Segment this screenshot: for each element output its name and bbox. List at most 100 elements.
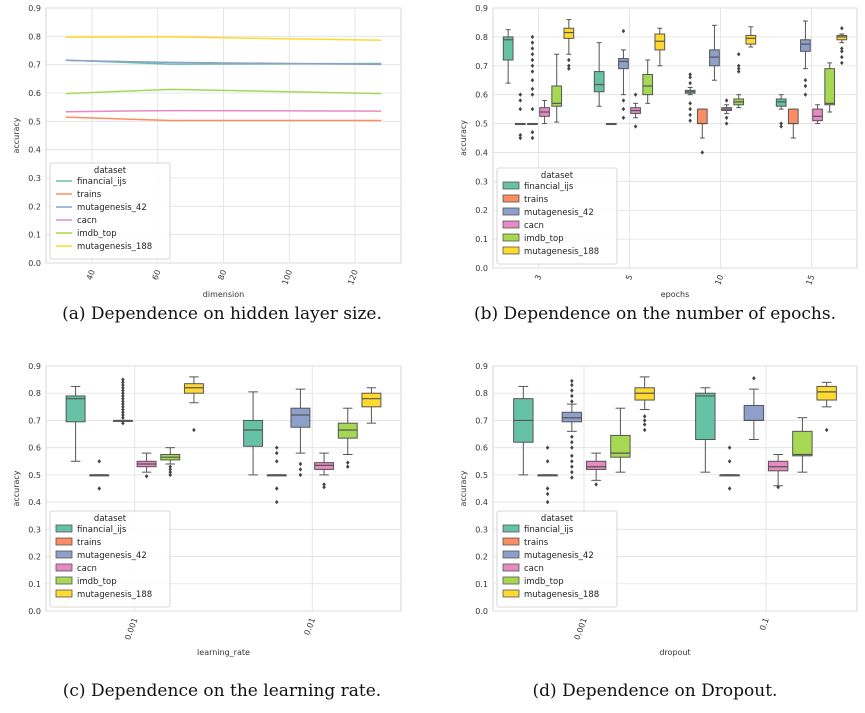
- panel-caption: (c) Dependence on the learning rate.: [63, 681, 381, 701]
- outlier-point: [779, 121, 783, 126]
- box-trains: [537, 445, 558, 505]
- box-financial-ijs: [513, 385, 534, 476]
- outlier-point: [322, 482, 326, 487]
- x-tick-label: 40: [85, 269, 97, 282]
- outlier-point: [803, 92, 808, 97]
- outlier-point: [274, 445, 279, 450]
- box-trains: [89, 459, 110, 491]
- outlier-point: [530, 40, 535, 45]
- y-axis-label: accuracy: [459, 120, 468, 156]
- outlier-point: [570, 393, 574, 399]
- box-body: [816, 385, 837, 401]
- legend-entry-cacn: cacn: [524, 564, 544, 574]
- legend-swatch: [502, 576, 520, 585]
- box-imdb-top: [551, 53, 563, 123]
- outlier-point: [530, 46, 535, 51]
- outlier-point: [121, 412, 125, 418]
- x-tick-label: 10: [713, 274, 725, 287]
- box-body: [654, 33, 666, 51]
- x-tick-label: 0.001: [123, 617, 139, 642]
- box-trains: [605, 122, 617, 126]
- legend-entry-mutagenesis-42: mutagenesis_42: [524, 551, 594, 561]
- legend-entry-imdb-top: imdb_top: [77, 577, 117, 587]
- box-body: [593, 71, 605, 93]
- box-body: [314, 462, 335, 470]
- outlier-point: [545, 445, 550, 450]
- outlier-point: [570, 388, 574, 393]
- y-axis-label: accuracy: [459, 470, 468, 506]
- y-tick-label: 0.8: [28, 389, 41, 398]
- y-tick-label: 0.0: [475, 607, 488, 616]
- box-trains: [719, 445, 740, 491]
- outlier-point: [570, 399, 574, 404]
- box-body: [634, 387, 655, 401]
- outlier-point: [530, 52, 535, 57]
- y-tick-label: 0.8: [28, 32, 41, 41]
- x-tick-label: 5: [624, 274, 634, 282]
- y-tick-label: 0.3: [28, 525, 41, 534]
- legend-swatch: [502, 589, 520, 598]
- x-axis-label: dropout: [659, 648, 690, 657]
- legend-entry-financial-ijs: financial_ijs: [524, 182, 574, 192]
- box-cacn: [630, 92, 641, 129]
- series-line-mutagenesis-42: [65, 59, 382, 66]
- box-cacn: [767, 453, 789, 490]
- outlier-point: [633, 124, 638, 129]
- legend-swatch: [55, 589, 73, 598]
- legend-swatch: [55, 576, 73, 585]
- legend-entry-financial-ijs: financial_ijs: [77, 177, 127, 187]
- outlier-point: [518, 92, 523, 97]
- legend-entry-trains: trains: [77, 190, 102, 200]
- box-mutagenesis-42: [561, 378, 583, 480]
- box-trains: [266, 445, 287, 505]
- outlier-point: [776, 484, 780, 490]
- legend-swatch: [502, 233, 520, 242]
- outlier-point: [545, 459, 550, 464]
- box-body: [585, 460, 607, 470]
- y-tick-label: 0.1: [475, 235, 488, 244]
- x-tick-label: 120: [346, 269, 360, 286]
- legend-swatch: [502, 194, 520, 203]
- legend-entry-mutagenesis-42: mutagenesis_42: [77, 551, 147, 561]
- outlier-point: [642, 422, 647, 427]
- legend-swatch: [55, 537, 73, 546]
- y-tick-label: 0.9: [28, 4, 41, 13]
- outlier-point: [168, 469, 173, 475]
- y-axis-label: accuracy: [12, 117, 21, 153]
- x-axis-label: dimension: [203, 290, 244, 299]
- legend-swatch: [502, 524, 520, 533]
- outlier-point: [642, 414, 647, 419]
- box-cacn: [721, 98, 732, 126]
- outlier-point: [736, 52, 741, 57]
- y-tick-label: 0.6: [28, 444, 41, 453]
- series-line-imdb-top: [65, 88, 382, 95]
- outlier-point: [530, 92, 535, 97]
- box-imdb-top: [610, 407, 631, 473]
- x-tick-label: 0.1: [758, 617, 771, 632]
- legend-swatch: [55, 550, 73, 559]
- y-tick-label: 0.1: [28, 231, 41, 240]
- box-mutagenesis-42: [709, 24, 720, 81]
- box-mutagenesis-42: [800, 20, 811, 97]
- outlier-point: [530, 135, 535, 141]
- y-tick-label: 0.0: [28, 259, 41, 268]
- outlier-point: [688, 80, 692, 86]
- outlier-point: [121, 388, 125, 393]
- outlier-point: [97, 486, 102, 491]
- legend-swatch: [55, 563, 73, 572]
- box-cacn: [314, 452, 335, 490]
- outlier-point: [530, 69, 535, 74]
- y-tick-label: 0.6: [475, 444, 488, 453]
- outlier-point: [736, 66, 741, 71]
- outlier-point: [518, 106, 523, 112]
- legend-title: dataset: [541, 171, 574, 181]
- box-mutagenesis-188: [183, 376, 204, 433]
- outlier-point: [840, 49, 844, 54]
- outlier-point: [121, 396, 125, 401]
- x-axis-label: learning_rate: [197, 648, 250, 657]
- box-cacn: [539, 99, 550, 125]
